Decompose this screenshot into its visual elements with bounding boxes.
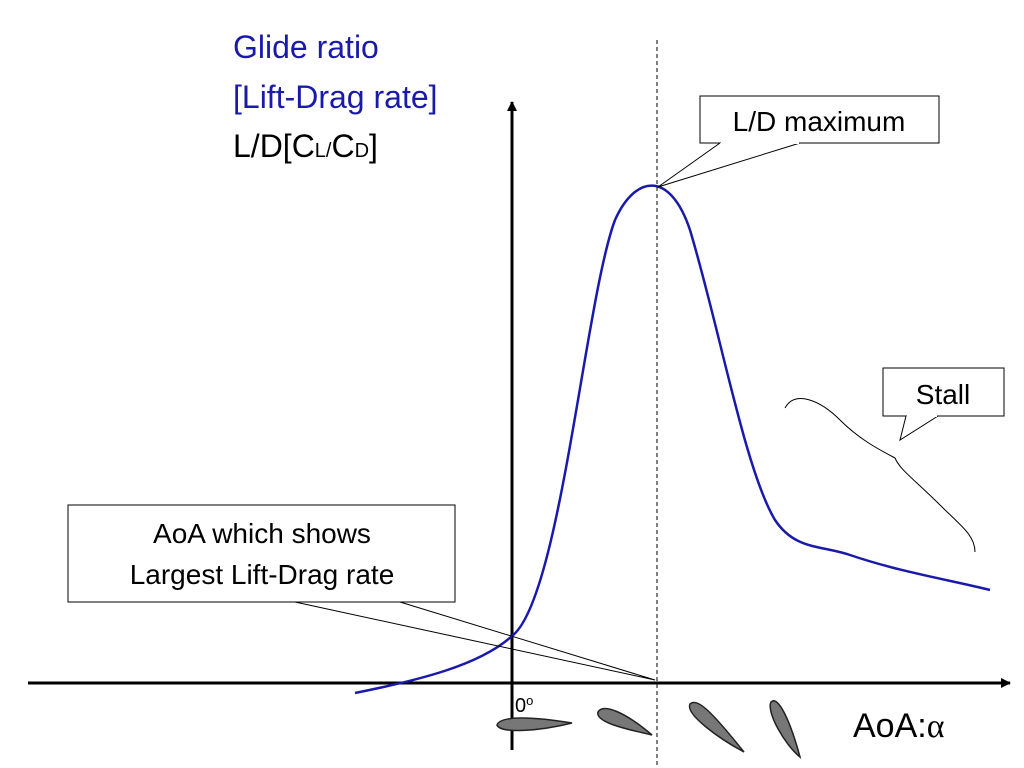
airfoil [688, 701, 745, 753]
callout-pointer [657, 142, 801, 188]
airfoil [769, 700, 802, 760]
callout-box [882, 367, 1005, 417]
callout-text: Stall [916, 379, 970, 410]
callout-text: Largest Lift-Drag rate [130, 559, 395, 590]
formula-part: D [355, 140, 369, 162]
y-label: [Lift-Drag rate] [233, 79, 438, 115]
formula-part: L/D[C [233, 128, 315, 164]
origin-text: 0 [515, 695, 526, 717]
stall-brace [784, 398, 976, 553]
formula-part: L/ [315, 140, 332, 162]
formula-part: C [331, 128, 354, 164]
origin-sup: o [526, 693, 533, 708]
x-label-text: AoA: [853, 707, 927, 745]
formula-part: ] [369, 128, 378, 164]
callout-box [67, 504, 456, 603]
callout-box [699, 95, 940, 144]
y-formula: L/D[CL/CD] [233, 128, 378, 164]
callout-text: L/D maximum [733, 106, 906, 137]
callout-pointer [899, 415, 939, 442]
y-label: Glide ratio [233, 29, 379, 65]
airfoil [597, 707, 653, 736]
callout-pointer [294, 601, 656, 681]
x-label: AoA:α [853, 707, 945, 745]
origin-label: 0o [515, 693, 533, 717]
x-label-symbol: α [927, 708, 945, 745]
airfoil [496, 717, 573, 732]
callout-text: AoA which shows [153, 518, 371, 549]
